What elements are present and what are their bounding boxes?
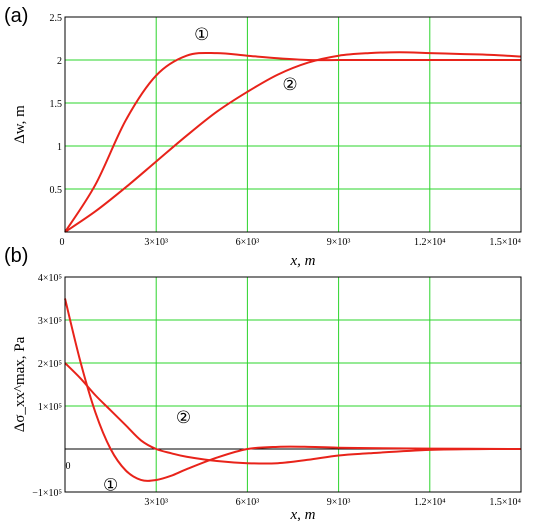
panel-a-plot-frame — [64, 16, 522, 233]
panel-a-curve-marker-2: ② — [282, 75, 297, 95]
panel-b-series — [64, 298, 522, 482]
panel-b-curve-marker-2: ② — [176, 408, 191, 428]
panel-b-curve-marker-1: ① — [103, 475, 118, 495]
panel-b-y-axis-title: Δσ_xx^max, Pa — [12, 336, 28, 432]
panel-a-x-tick-label: 1.5×10⁴ — [489, 237, 521, 248]
panel-b-x-tick-label: 1.2×10⁴ — [414, 497, 446, 508]
panel-a-y-tick-label: 1 — [57, 142, 62, 153]
panel-a-x-tick-label: 9×10³ — [327, 237, 351, 248]
panel-b-plot-frame — [64, 276, 522, 493]
panel-b: (b) 3×10³ 6×10³ 9×10³ 1.2×10⁴ 1.5×10⁴ −1×10⁵… — [4, 245, 522, 521]
panel-a-grid — [65, 17, 521, 232]
panel-b-y-tick-label: 4×10⁵ — [38, 273, 62, 284]
panel-a-x-axis-title: x, m — [290, 253, 316, 269]
panel-a-x-tick-label: 3×10³ — [144, 237, 168, 248]
panel-a-markers: ①② — [194, 25, 297, 95]
panel-b-x-tick-label: 9×10³ — [327, 497, 351, 508]
panel-a-x-axis-title-text: x, m — [290, 253, 316, 269]
panel-b-grid — [65, 277, 521, 492]
panel-b-x-axis-title-text: x, m — [290, 507, 316, 521]
panel-a-y-tick-label: 1.5 — [50, 99, 63, 110]
panel-b-x-tick-label: 6×10³ — [236, 497, 260, 508]
panel-b-y-tick-label: −1×10⁵ — [32, 488, 62, 499]
panel-a-origin-label: 0 — [60, 237, 65, 248]
panel-a-x-ticks: 3×10³ 6×10³ 9×10³ 1.2×10⁴ 1.5×10⁴ — [144, 237, 521, 248]
panel-a-series-1-line — [64, 51, 521, 233]
panel-b-y-tick-label: 2×10⁵ — [38, 359, 62, 370]
panel-a-y-tick-label: 0.5 — [50, 185, 63, 196]
panel-b-series-1-line — [64, 298, 522, 482]
panel-a-label: (a) — [4, 5, 28, 27]
panel-b-origin-label: 0 — [66, 461, 71, 472]
panel-b-series-2-line — [64, 362, 522, 465]
panel-b-x-axis-title: x, m — [290, 507, 316, 521]
panel-a-series — [64, 51, 522, 233]
panel-a-x-tick-label: 6×10³ — [236, 237, 260, 248]
panel-b-y-tick-label: 1×10⁵ — [38, 402, 62, 413]
panel-a: (a) 3×10³ 6×10³ 9×10³ 1.2×10⁴ 1.5×10⁴ 0.5 1 1.… — [4, 5, 522, 269]
panel-b-label: (b) — [4, 245, 28, 267]
panel-a-y-ticks: 0.5 1 1.5 2 2.5 — [50, 13, 63, 196]
panel-a-series-2-line — [64, 51, 522, 233]
panel-a-y-tick-label: 2 — [57, 56, 62, 67]
panel-b-x-tick-label: 3×10³ — [144, 497, 168, 508]
panel-b-y-ticks: −1×10⁵ 1×10⁵ 2×10⁵ 3×10⁵ 4×10⁵ — [32, 273, 62, 499]
panel-b-y-tick-label: 3×10⁵ — [38, 316, 62, 327]
panel-a-x-tick-label: 1.2×10⁴ — [414, 237, 446, 248]
panel-b-markers: ①② — [103, 408, 191, 496]
panel-b-x-ticks: 3×10³ 6×10³ 9×10³ 1.2×10⁴ 1.5×10⁴ — [144, 497, 521, 508]
panel-a-curve-marker-1: ① — [194, 25, 209, 45]
panel-b-x-tick-label: 1.5×10⁴ — [489, 497, 521, 508]
panel-a-y-tick-label: 2.5 — [50, 13, 63, 24]
panel-a-y-axis-title: Δw, m — [12, 105, 28, 144]
